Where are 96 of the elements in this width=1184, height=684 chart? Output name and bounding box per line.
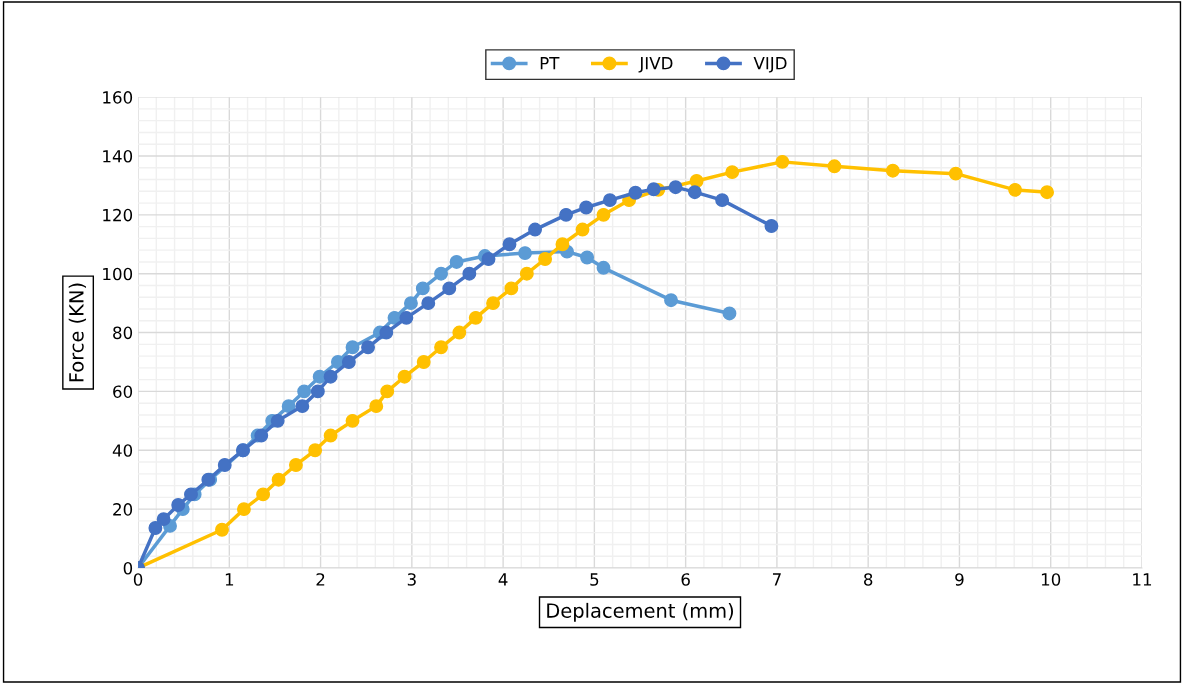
x-tick-label: 3 xyxy=(407,573,416,586)
point xyxy=(528,222,543,237)
point xyxy=(668,180,683,195)
point xyxy=(310,384,325,399)
point xyxy=(297,384,312,399)
point xyxy=(442,281,457,296)
point xyxy=(628,185,643,200)
y-axis-title: Force (KN) xyxy=(68,283,87,382)
y-tick-label: 140 xyxy=(103,149,133,163)
point xyxy=(775,154,790,169)
point xyxy=(538,252,553,266)
point xyxy=(397,369,412,384)
point xyxy=(295,399,310,414)
point xyxy=(345,340,360,355)
point xyxy=(399,310,414,325)
point xyxy=(596,260,611,275)
point xyxy=(559,207,574,222)
y-tick-label: 40 xyxy=(112,444,133,457)
x-tick-label: 4 xyxy=(498,573,508,586)
point xyxy=(236,502,251,517)
point xyxy=(468,310,483,325)
point xyxy=(308,443,323,458)
y-tick-label: 160 xyxy=(103,91,133,104)
point xyxy=(215,522,229,537)
x-tick-label: 10 xyxy=(1041,573,1061,586)
point xyxy=(449,254,464,269)
y-tick-label: 20 xyxy=(113,503,133,516)
point xyxy=(323,369,338,384)
legend-label: VIJD xyxy=(753,57,787,73)
y-tick-label: 60 xyxy=(113,385,133,398)
point xyxy=(579,200,594,215)
point xyxy=(596,207,611,222)
point xyxy=(156,512,171,527)
point xyxy=(421,296,436,311)
point xyxy=(948,166,963,181)
point xyxy=(369,399,384,414)
x-axis-title: Deplacement (mm) xyxy=(547,602,734,622)
point xyxy=(555,237,570,252)
point xyxy=(361,340,375,355)
x-tick-label: 2 xyxy=(316,573,325,586)
point xyxy=(254,428,269,443)
y-tick-label: 0 xyxy=(123,561,133,575)
point xyxy=(827,159,842,174)
point xyxy=(345,413,360,428)
y-tick-label: 120 xyxy=(103,208,133,222)
point xyxy=(486,296,501,311)
point xyxy=(1008,182,1023,197)
x-tick-label: 11 xyxy=(1133,573,1152,586)
point xyxy=(481,252,496,266)
point xyxy=(504,281,519,296)
x-tick-label: 7 xyxy=(772,573,781,586)
point xyxy=(602,193,617,208)
point xyxy=(415,281,430,296)
x-tick-label: 5 xyxy=(590,573,599,586)
x-tick-label: 6 xyxy=(681,573,690,586)
point xyxy=(687,185,702,200)
point xyxy=(434,340,448,355)
point xyxy=(664,293,678,308)
legend-label: PT xyxy=(540,57,560,70)
point xyxy=(271,472,286,487)
point xyxy=(217,458,232,472)
point xyxy=(1040,185,1054,200)
point xyxy=(288,458,303,472)
point xyxy=(379,325,394,340)
y-tick-label: 100 xyxy=(103,267,133,281)
point xyxy=(462,266,477,281)
point xyxy=(403,296,418,311)
x-tick-label: 0 xyxy=(133,573,143,586)
point xyxy=(341,355,356,369)
point xyxy=(725,165,740,180)
point xyxy=(148,521,163,535)
point xyxy=(764,219,779,233)
point xyxy=(171,498,186,512)
x-tick-label: 9 xyxy=(955,573,964,586)
point xyxy=(575,222,590,237)
point xyxy=(580,250,595,265)
point xyxy=(519,266,534,281)
point xyxy=(646,182,661,197)
point xyxy=(452,325,467,340)
point xyxy=(256,487,271,502)
point xyxy=(416,355,431,369)
point xyxy=(885,163,900,178)
point xyxy=(323,428,338,443)
point xyxy=(380,384,395,399)
point xyxy=(722,306,737,321)
y-tick-label: 80 xyxy=(113,326,133,340)
point xyxy=(184,487,198,502)
point xyxy=(281,399,296,414)
point xyxy=(270,413,285,428)
point xyxy=(434,266,448,281)
point xyxy=(502,237,517,252)
legend-label: JIVD xyxy=(638,57,673,73)
x-tick-label: 1 xyxy=(225,573,234,586)
x-tick-label: 8 xyxy=(864,573,873,586)
point xyxy=(518,246,532,261)
point xyxy=(715,193,730,208)
